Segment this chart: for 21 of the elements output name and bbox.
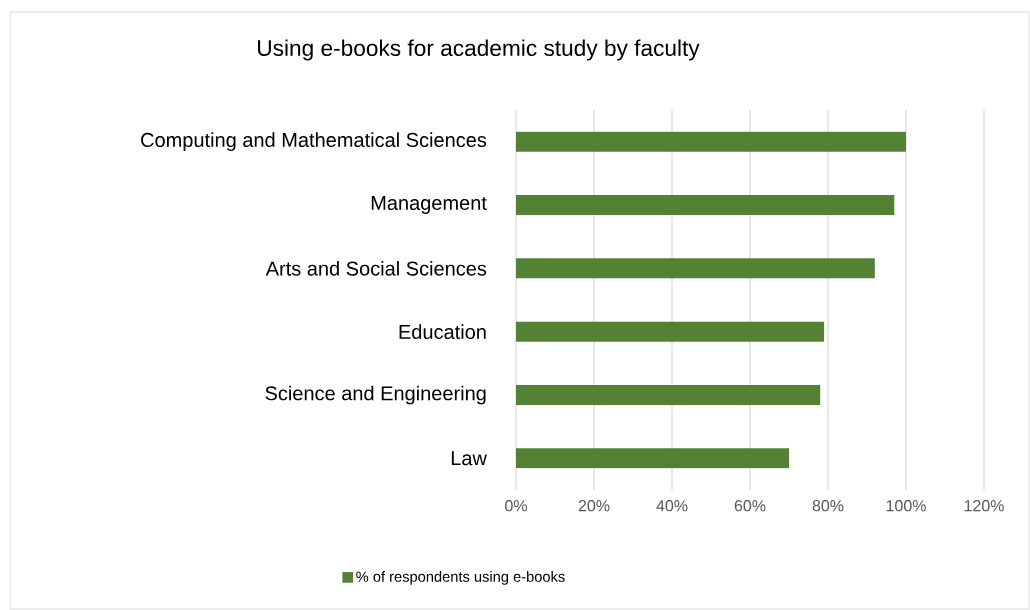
y-tick-label: Law xyxy=(451,451,487,466)
y-tick-label: Arts and Social Sciences xyxy=(265,261,487,276)
x-tick-label: 60% xyxy=(734,500,766,512)
bar xyxy=(516,131,907,152)
y-tick-label: Science and Engineering xyxy=(265,385,486,405)
chart-title: Using e-books for academic study by faculty xyxy=(258,39,700,61)
bar xyxy=(516,448,790,469)
x-tick-label: 120% xyxy=(964,500,1004,512)
bar xyxy=(516,258,875,279)
x-tick-label: 40% xyxy=(656,500,688,512)
y-tick-label: Computing and Mathematical Sciences xyxy=(141,132,487,151)
bar xyxy=(516,195,895,216)
bar xyxy=(516,321,825,342)
x-tick-label: 80% xyxy=(812,500,844,512)
legend-label: % of respondents using e-books xyxy=(356,571,565,585)
x-tick-label: 20% xyxy=(578,500,610,512)
y-tick-label: Management xyxy=(371,196,487,214)
y-tick-label: Education xyxy=(399,324,486,340)
x-tick-label: 100% xyxy=(886,500,926,512)
bar xyxy=(516,385,821,405)
x-tick-label: 0% xyxy=(505,500,527,512)
